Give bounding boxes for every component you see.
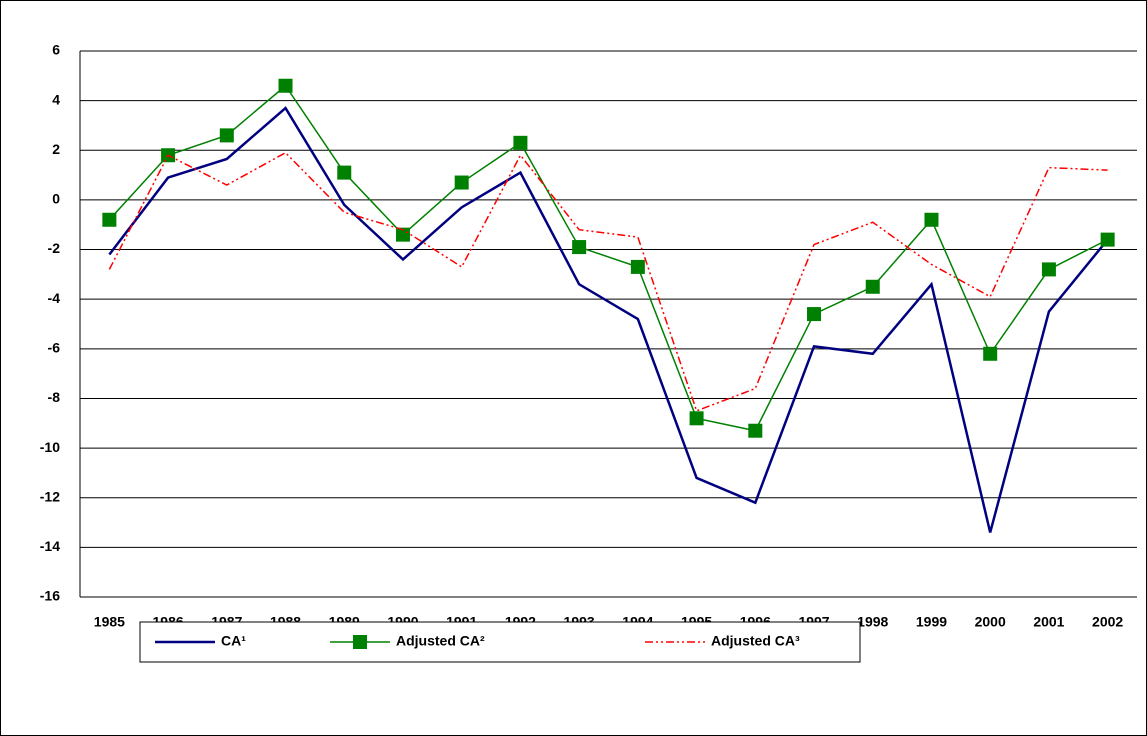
marker <box>102 212 117 227</box>
x-tick-label: 2002 <box>1092 614 1123 630</box>
marker <box>689 411 704 426</box>
y-tick-label: -4 <box>48 290 61 306</box>
marker <box>807 307 822 322</box>
y-tick-label: 0 <box>52 191 60 207</box>
marker <box>337 165 352 180</box>
series-line <box>108 106 1109 533</box>
y-tick-label: -16 <box>40 588 60 604</box>
marker <box>748 423 763 438</box>
y-tick-label: -6 <box>48 340 61 356</box>
y-tick-label: -2 <box>48 240 61 256</box>
marker <box>924 212 939 227</box>
x-tick-label: 1998 <box>857 614 888 630</box>
legend-box <box>139 621 861 663</box>
marker <box>278 78 293 93</box>
legend-label: CA¹ <box>221 633 246 649</box>
marker <box>454 175 469 190</box>
marker <box>983 346 998 361</box>
y-tick-label: -12 <box>40 488 60 504</box>
legend-label: Adjusted CA³ <box>711 633 800 649</box>
marker <box>865 279 880 294</box>
marker <box>572 240 587 255</box>
series-line <box>108 151 1108 412</box>
y-tick-label: -8 <box>48 389 61 405</box>
marker <box>219 128 234 143</box>
x-tick-label: 1999 <box>916 614 947 630</box>
y-tick-label: -10 <box>40 439 60 455</box>
marker <box>395 227 410 242</box>
y-tick-label: 6 <box>52 42 60 58</box>
legend-label: Adjusted CA² <box>396 633 485 649</box>
marker <box>513 135 528 150</box>
marker <box>1041 262 1056 277</box>
marker <box>1100 232 1115 247</box>
legend-marker <box>353 635 367 649</box>
y-tick-label: 2 <box>52 141 60 157</box>
y-tick-label: -14 <box>40 538 60 554</box>
y-tick-label: 4 <box>52 91 60 107</box>
x-tick-label: 2000 <box>975 614 1006 630</box>
x-tick-label: 1985 <box>94 614 125 630</box>
x-tick-label: 2001 <box>1033 614 1064 630</box>
marker <box>630 259 645 274</box>
series-line <box>108 84 1108 432</box>
